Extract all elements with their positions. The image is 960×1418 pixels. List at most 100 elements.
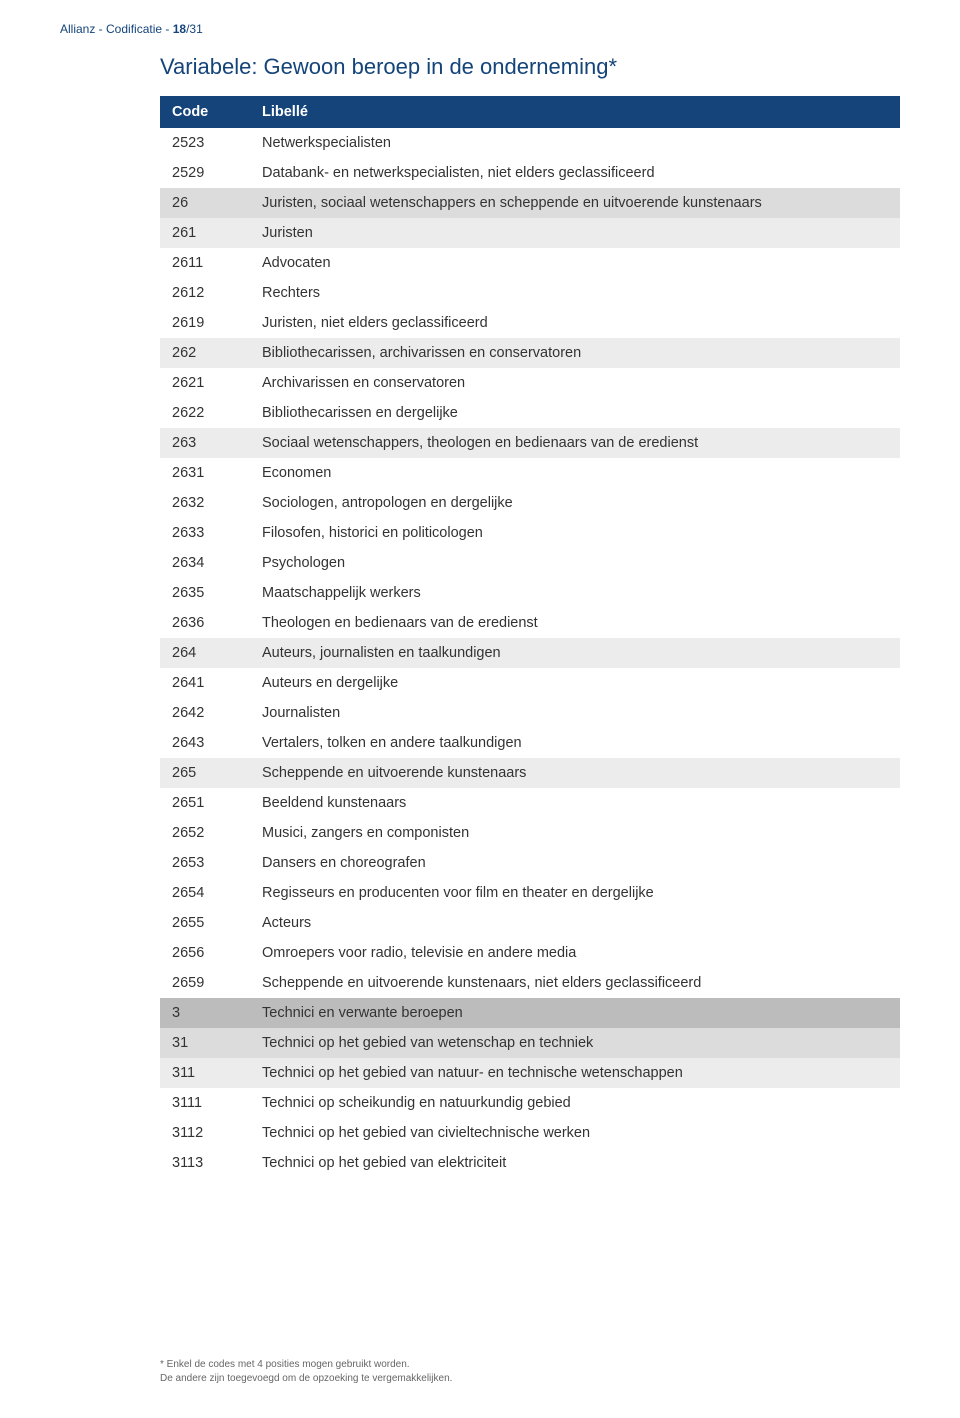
cell-code: 2523	[160, 128, 250, 158]
cell-code: 2635	[160, 578, 250, 608]
table-row: 2632Sociologen, antropologen en dergelij…	[160, 488, 900, 518]
cell-code: 2651	[160, 788, 250, 818]
cell-label: Technici op het gebied van natuur- en te…	[250, 1058, 900, 1088]
table-row: 2631Economen	[160, 458, 900, 488]
table-row: 2634Psychologen	[160, 548, 900, 578]
cell-code: 2622	[160, 398, 250, 428]
table-row: 2652Musici, zangers en componisten	[160, 818, 900, 848]
table-row: 2529Databank- en netwerkspecialisten, ni…	[160, 158, 900, 188]
cell-code: 2611	[160, 248, 250, 278]
cell-code: 26	[160, 188, 250, 218]
cell-code: 2529	[160, 158, 250, 188]
cell-code: 2652	[160, 818, 250, 848]
cell-label: Theologen en bedienaars van de eredienst	[250, 608, 900, 638]
cell-label: Acteurs	[250, 908, 900, 938]
cell-code: 2631	[160, 458, 250, 488]
cell-code: 3113	[160, 1148, 250, 1178]
table-row: 2659Scheppende en uitvoerende kunstenaar…	[160, 968, 900, 998]
footnote-line1: * Enkel de codes met 4 posities mogen ge…	[160, 1358, 452, 1372]
col-label: Libellé	[250, 96, 900, 128]
footnote-line2: De andere zijn toegevoegd om de opzoekin…	[160, 1372, 452, 1386]
cell-label: Vertalers, tolken en andere taalkundigen	[250, 728, 900, 758]
table-row: 2523Netwerkspecialisten	[160, 128, 900, 158]
cell-code: 2653	[160, 848, 250, 878]
cell-label: Scheppende en uitvoerende kunstenaars	[250, 758, 900, 788]
cell-code: 2632	[160, 488, 250, 518]
table-row: 2642Journalisten	[160, 698, 900, 728]
table-row: 2653Dansers en choreografen	[160, 848, 900, 878]
cell-code: 3112	[160, 1118, 250, 1148]
cell-code: 2612	[160, 278, 250, 308]
page-total: 31	[189, 22, 202, 36]
cell-code: 2636	[160, 608, 250, 638]
table-row: 2636Theologen en bedienaars van de eredi…	[160, 608, 900, 638]
cell-label: Economen	[250, 458, 900, 488]
cell-label: Juristen	[250, 218, 900, 248]
footnote: * Enkel de codes met 4 posities mogen ge…	[160, 1358, 452, 1386]
page-title: Variabele: Gewoon beroep in de ondernemi…	[160, 54, 900, 80]
cell-label: Technici op het gebied van elektriciteit	[250, 1148, 900, 1178]
cell-label: Technici en verwante beroepen	[250, 998, 900, 1028]
cell-code: 2633	[160, 518, 250, 548]
table-row: 31Technici op het gebied van wetenschap …	[160, 1028, 900, 1058]
cell-label: Technici op scheikundig en natuurkundig …	[250, 1088, 900, 1118]
cell-code: 2643	[160, 728, 250, 758]
table-row: 3112Technici op het gebied van civieltec…	[160, 1118, 900, 1148]
table-row: 2635Maatschappelijk werkers	[160, 578, 900, 608]
cell-label: Sociologen, antropologen en dergelijke	[250, 488, 900, 518]
cell-label: Bibliothecarissen en dergelijke	[250, 398, 900, 428]
cell-label: Netwerkspecialisten	[250, 128, 900, 158]
codification-table: Code Libellé 2523Netwerkspecialisten2529…	[160, 96, 900, 1178]
page-header: Allianz - Codificatie - 18/31	[60, 22, 900, 36]
cell-label: Advocaten	[250, 248, 900, 278]
cell-code: 2654	[160, 878, 250, 908]
table-row: 3Technici en verwante beroepen	[160, 998, 900, 1028]
table-row: 2651Beeldend kunstenaars	[160, 788, 900, 818]
cell-label: Maatschappelijk werkers	[250, 578, 900, 608]
cell-label: Sociaal wetenschappers, theologen en bed…	[250, 428, 900, 458]
cell-code: 2659	[160, 968, 250, 998]
table-row: 263Sociaal wetenschappers, theologen en …	[160, 428, 900, 458]
table-row: 3113Technici op het gebied van elektrici…	[160, 1148, 900, 1178]
cell-label: Regisseurs en producenten voor film en t…	[250, 878, 900, 908]
cell-code: 265	[160, 758, 250, 788]
header-prefix: Allianz - Codificatie -	[60, 22, 173, 36]
cell-label: Scheppende en uitvoerende kunstenaars, n…	[250, 968, 900, 998]
table-row: 2619Juristen, niet elders geclassificeer…	[160, 308, 900, 338]
table-row: 264Auteurs, journalisten en taalkundigen	[160, 638, 900, 668]
cell-label: Musici, zangers en componisten	[250, 818, 900, 848]
table-row: 2655Acteurs	[160, 908, 900, 938]
table-row: 3111Technici op scheikundig en natuurkun…	[160, 1088, 900, 1118]
cell-label: Bibliothecarissen, archivarissen en cons…	[250, 338, 900, 368]
table-row: 311Technici op het gebied van natuur- en…	[160, 1058, 900, 1088]
table-row: 261Juristen	[160, 218, 900, 248]
cell-code: 2619	[160, 308, 250, 338]
cell-code: 2634	[160, 548, 250, 578]
cell-code: 2655	[160, 908, 250, 938]
table-row: 2654Regisseurs en producenten voor film …	[160, 878, 900, 908]
cell-code: 2621	[160, 368, 250, 398]
cell-label: Filosofen, historici en politicologen	[250, 518, 900, 548]
page-current: 18	[173, 22, 186, 36]
cell-code: 2641	[160, 668, 250, 698]
cell-code: 3	[160, 998, 250, 1028]
cell-code: 2656	[160, 938, 250, 968]
cell-label: Technici op het gebied van civieltechnis…	[250, 1118, 900, 1148]
cell-code: 262	[160, 338, 250, 368]
cell-label: Omroepers voor radio, televisie en ander…	[250, 938, 900, 968]
cell-label: Auteurs, journalisten en taalkundigen	[250, 638, 900, 668]
cell-code: 264	[160, 638, 250, 668]
cell-label: Journalisten	[250, 698, 900, 728]
cell-label: Juristen, niet elders geclassificeerd	[250, 308, 900, 338]
cell-label: Beeldend kunstenaars	[250, 788, 900, 818]
table-row: 2621Archivarissen en conservatoren	[160, 368, 900, 398]
table-row: 2643Vertalers, tolken en andere taalkund…	[160, 728, 900, 758]
cell-label: Archivarissen en conservatoren	[250, 368, 900, 398]
cell-label: Technici op het gebied van wetenschap en…	[250, 1028, 900, 1058]
col-code: Code	[160, 96, 250, 128]
table-row: 262Bibliothecarissen, archivarissen en c…	[160, 338, 900, 368]
cell-label: Psychologen	[250, 548, 900, 578]
cell-code: 263	[160, 428, 250, 458]
cell-label: Auteurs en dergelijke	[250, 668, 900, 698]
cell-code: 31	[160, 1028, 250, 1058]
